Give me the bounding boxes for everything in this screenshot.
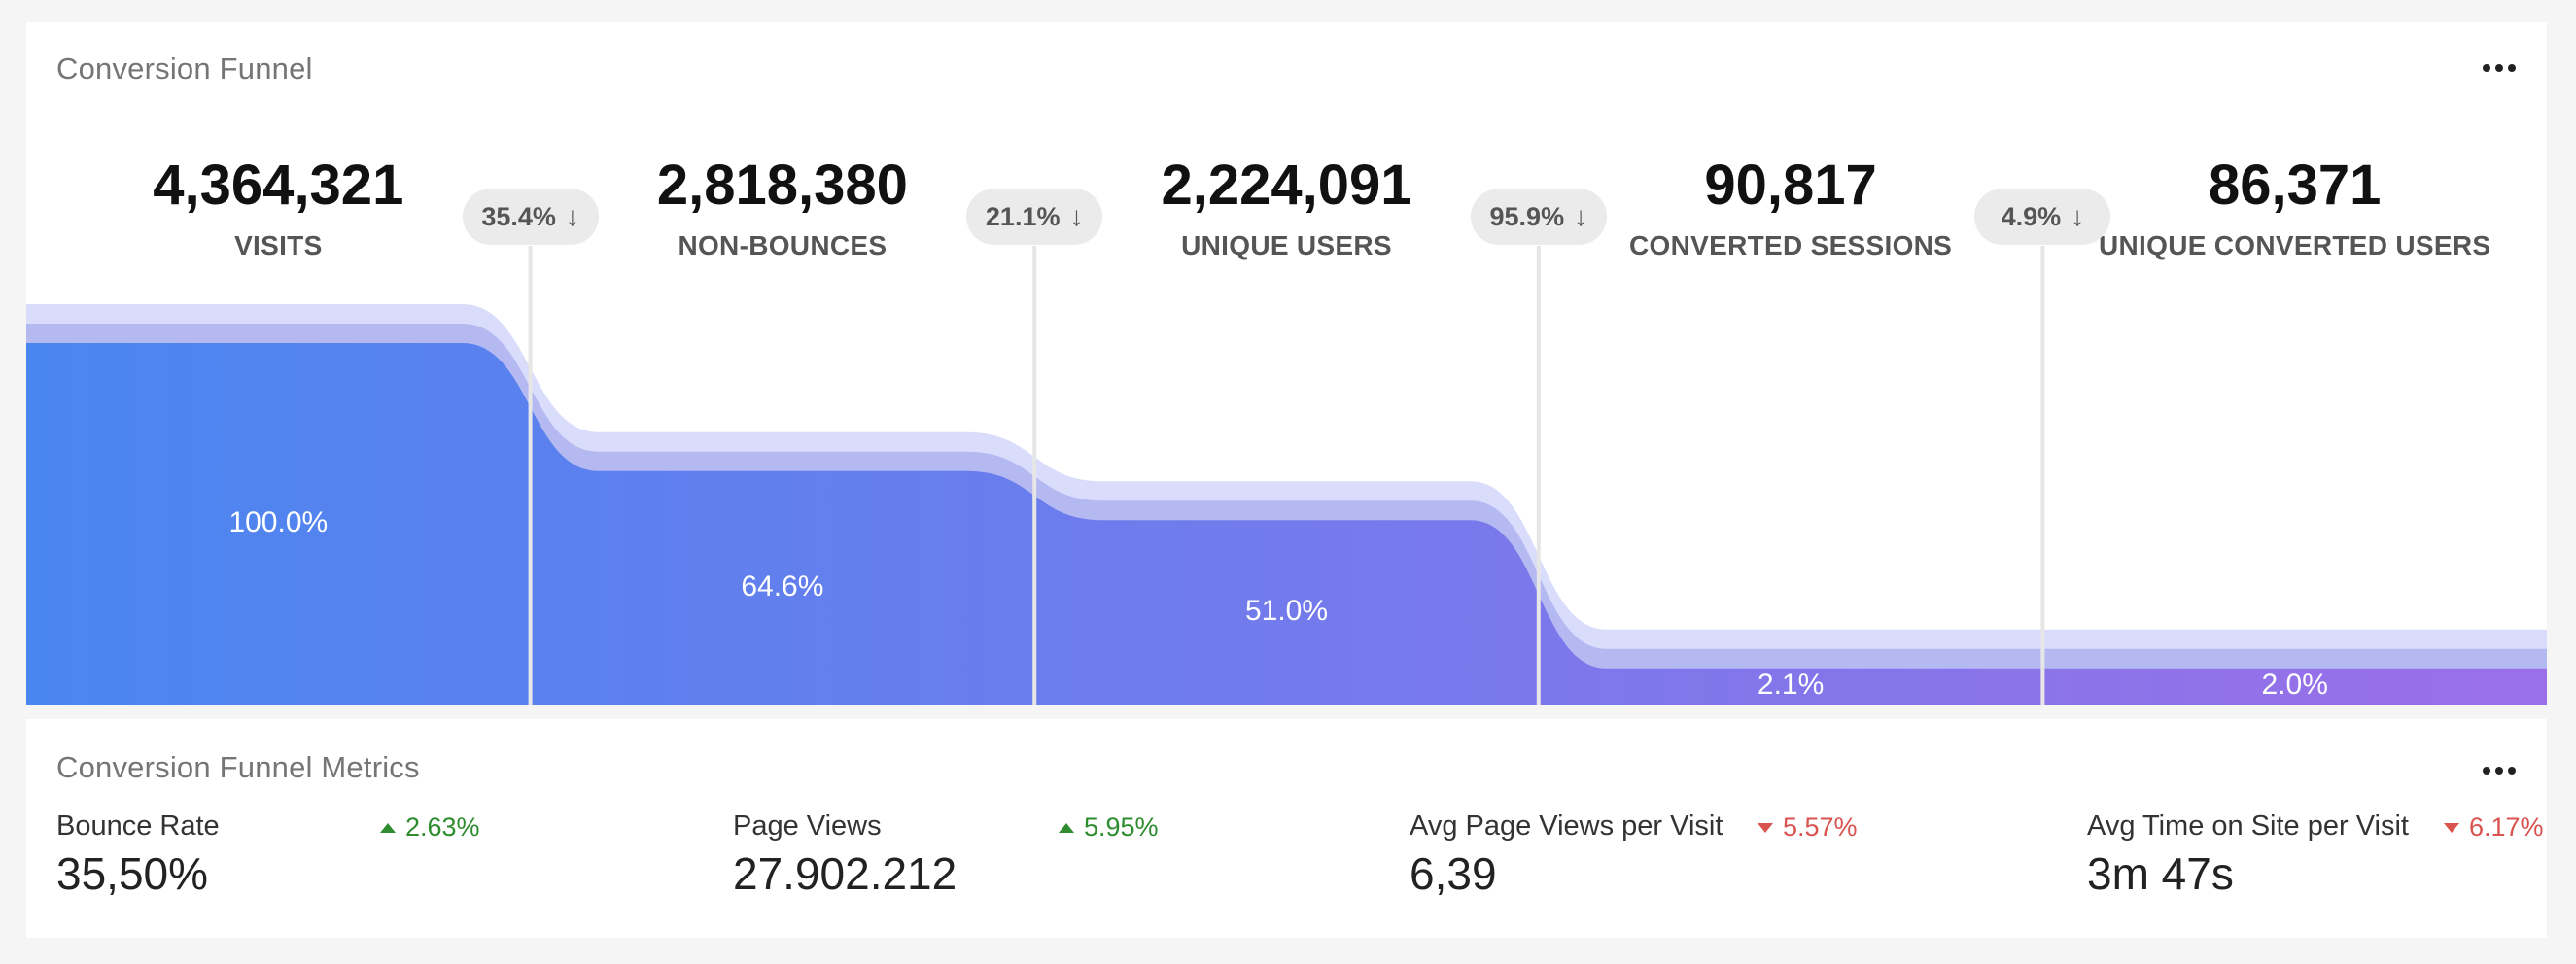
metric-change-value: 5.95% <box>1084 812 1159 842</box>
metric-change: 6.17% <box>2444 812 2544 843</box>
metric-label: Avg Time on Site per Visit <box>2087 810 2409 842</box>
metric-item: Bounce Rate 2.63% 35,50% <box>56 810 601 917</box>
metric-change: 5.95% <box>1059 812 1159 843</box>
metric-item: Page Views 5.95% 27.902.212 <box>733 810 1277 917</box>
segment-percent: 51.0% <box>1244 595 1329 628</box>
triangle-down-icon <box>2444 822 2459 833</box>
stage-value: 4,364,321 <box>153 154 404 217</box>
metric-change-value: 6.17% <box>2469 812 2544 842</box>
drop-off-value: 35.4% <box>481 201 556 231</box>
metrics-more-icon[interactable] <box>2483 764 2516 777</box>
stage-label: VISITS <box>234 230 323 260</box>
funnel-area <box>26 343 2547 705</box>
metric-label: Page Views <box>733 810 882 842</box>
arrow-down-icon: ↓ <box>565 201 579 231</box>
metric-change-value: 2.63% <box>405 812 480 842</box>
metric-value: 6,39 <box>1410 848 1497 899</box>
metrics-card: Conversion Funnel Metrics Bounce Rate 2.6… <box>26 719 2547 938</box>
stage-label: UNIQUE CONVERTED USERS <box>2099 230 2491 260</box>
arrow-down-icon: ↓ <box>2071 201 2085 231</box>
triangle-up-icon <box>1059 822 1074 833</box>
metric-label: Bounce Rate <box>56 810 220 842</box>
stage-label: UNIQUE USERS <box>1181 230 1392 260</box>
drop-off-value: 21.1% <box>985 201 1061 231</box>
arrow-down-icon: ↓ <box>1069 201 1084 231</box>
stage-value: 86,371 <box>2208 154 2382 217</box>
stage-label: NON-BOUNCES <box>678 230 888 260</box>
drop-off-pill: 95.9% ↓ <box>1470 189 1607 245</box>
stage-value: 2,224,091 <box>1161 154 1412 217</box>
segment-percent: 2.1% <box>1757 669 1825 702</box>
metric-value: 35,50% <box>56 848 209 899</box>
metric-item: Avg Page Views per Visit 5.57% 6,39 <box>1410 810 1954 917</box>
stage-value: 90,817 <box>1704 154 1877 217</box>
metrics-title: Conversion Funnel Metrics <box>56 750 420 784</box>
segment-percent: 100.0% <box>228 506 329 538</box>
funnel-more-icon[interactable] <box>2483 61 2516 75</box>
triangle-up-icon <box>380 822 396 833</box>
triangle-down-icon <box>1758 822 1773 833</box>
funnel-chart <box>26 246 2547 705</box>
drop-off-value: 95.9% <box>1489 201 1565 231</box>
metric-label: Avg Page Views per Visit <box>1410 810 1723 842</box>
arrow-down-icon: ↓ <box>1574 201 1588 231</box>
metric-value: 3m 47s <box>2087 848 2234 899</box>
segment-percent: 64.6% <box>741 569 824 602</box>
metric-change-value: 5.57% <box>1783 812 1858 842</box>
drop-off-pill: 4.9% ↓ <box>1974 189 2111 245</box>
funnel-title: Conversion Funnel <box>56 52 313 86</box>
metric-change: 5.57% <box>1758 812 1858 843</box>
drop-off-pill: 21.1% ↓ <box>966 189 1103 245</box>
stage-label: CONVERTED SESSIONS <box>1629 230 1953 260</box>
stage-value: 2,818,380 <box>656 154 908 217</box>
funnel-card: Conversion Funnel 4,364,321 VISITS 2,818,3… <box>26 22 2547 705</box>
metric-change: 2.63% <box>380 812 480 843</box>
metric-item: Avg Time on Site per Visit 6.17% 3m 47s <box>2087 810 2576 917</box>
metric-value: 27.902.212 <box>733 848 957 899</box>
drop-off-pill: 35.4% ↓ <box>462 189 599 245</box>
drop-off-value: 4.9% <box>2001 201 2062 231</box>
segment-percent: 2.0% <box>2261 669 2328 702</box>
